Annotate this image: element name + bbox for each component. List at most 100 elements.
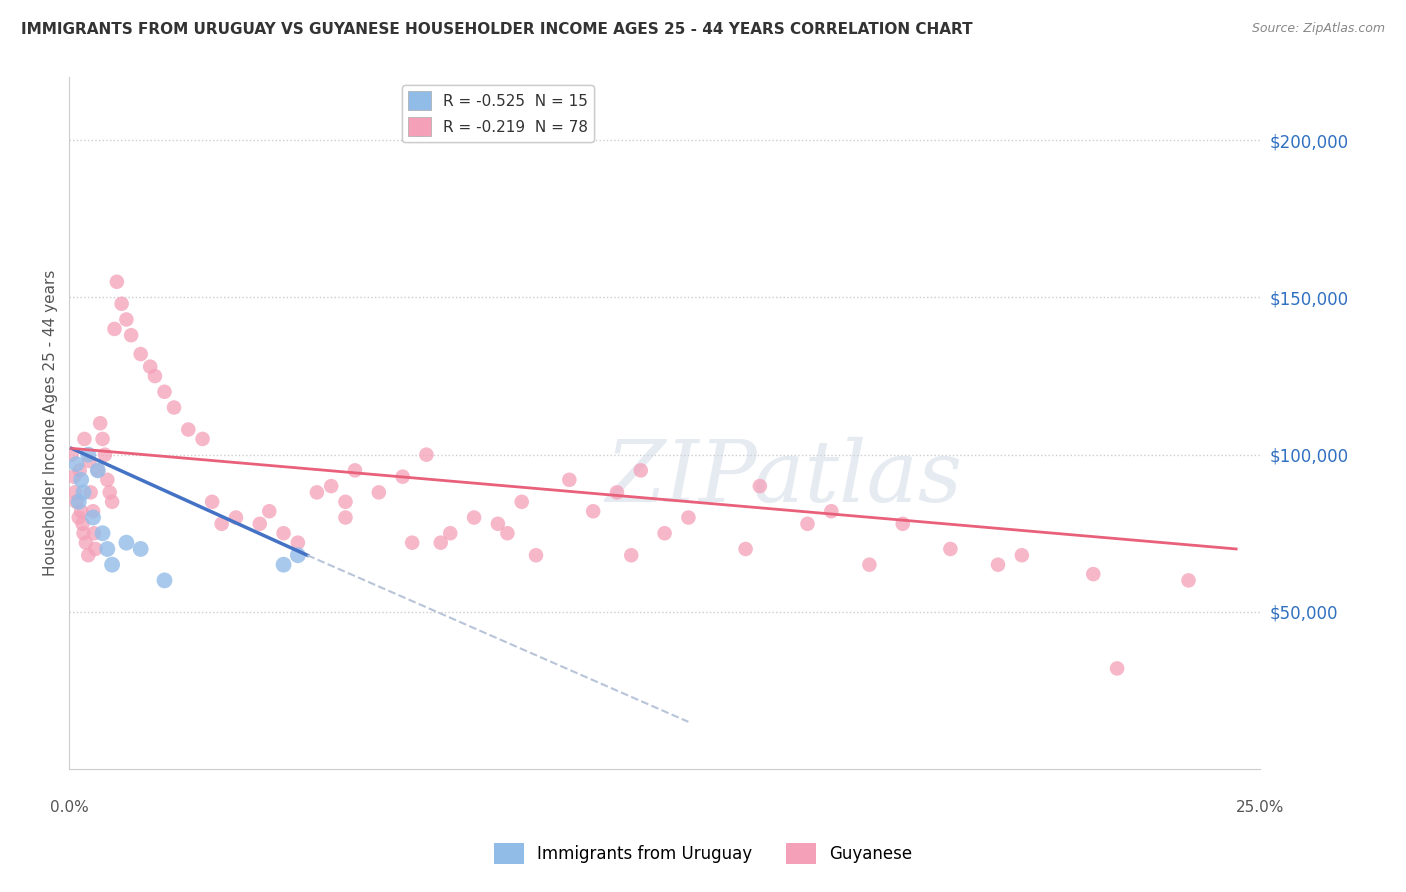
Point <box>115 312 138 326</box>
Point <box>429 535 451 549</box>
Point <box>77 448 100 462</box>
Point <box>321 479 343 493</box>
Point <box>335 495 357 509</box>
Point <box>273 558 295 572</box>
Point <box>558 473 581 487</box>
Point <box>153 384 176 399</box>
Point <box>191 432 214 446</box>
Text: ZIPatlas: ZIPatlas <box>605 437 962 520</box>
Point <box>115 535 138 549</box>
Point <box>83 526 105 541</box>
Point <box>463 510 485 524</box>
Point <box>524 548 547 562</box>
Point <box>87 463 110 477</box>
Point <box>748 479 770 493</box>
Point <box>249 516 271 531</box>
Point <box>101 558 124 572</box>
Point <box>273 526 295 541</box>
Point <box>287 535 309 549</box>
Point <box>620 548 643 562</box>
Text: 25.0%: 25.0% <box>1236 799 1284 814</box>
Point <box>94 448 117 462</box>
Point <box>87 463 110 477</box>
Point <box>91 526 114 541</box>
Point <box>63 485 86 500</box>
Point <box>63 469 86 483</box>
Point <box>367 485 389 500</box>
Point <box>153 574 176 588</box>
Point <box>67 510 90 524</box>
Point <box>79 485 101 500</box>
Point <box>70 473 93 487</box>
Point <box>129 347 152 361</box>
Text: IMMIGRANTS FROM URUGUAY VS GUYANESE HOUSEHOLDER INCOME AGES 25 - 44 YEARS CORREL: IMMIGRANTS FROM URUGUAY VS GUYANESE HOUS… <box>21 22 973 37</box>
Point <box>70 504 93 518</box>
Point <box>510 495 533 509</box>
Point <box>82 510 104 524</box>
Point <box>105 275 128 289</box>
Point <box>939 541 962 556</box>
Point <box>1083 567 1105 582</box>
Point <box>259 504 281 518</box>
Point <box>606 485 628 500</box>
Point <box>734 541 756 556</box>
Point <box>73 432 96 446</box>
Point <box>96 473 118 487</box>
Point <box>163 401 186 415</box>
Point <box>415 448 437 462</box>
Point <box>72 516 94 531</box>
Point <box>82 504 104 518</box>
Point <box>654 526 676 541</box>
Point <box>65 457 87 471</box>
Text: Source: ZipAtlas.com: Source: ZipAtlas.com <box>1251 22 1385 36</box>
Point <box>84 541 107 556</box>
Point <box>496 526 519 541</box>
Point <box>1107 661 1129 675</box>
Point <box>401 535 423 549</box>
Legend: R = -0.525  N = 15, R = -0.219  N = 78: R = -0.525 N = 15, R = -0.219 N = 78 <box>402 85 595 142</box>
Point <box>335 510 357 524</box>
Point <box>820 504 842 518</box>
Point <box>101 495 124 509</box>
Point <box>305 485 328 500</box>
Point <box>287 548 309 562</box>
Point <box>75 535 97 549</box>
Legend: Immigrants from Uruguay, Guyanese: Immigrants from Uruguay, Guyanese <box>488 837 918 871</box>
Point <box>111 297 134 311</box>
Point <box>486 516 509 531</box>
Point <box>211 516 233 531</box>
Point <box>77 454 100 468</box>
Point <box>96 541 118 556</box>
Point <box>343 463 366 477</box>
Point <box>143 369 166 384</box>
Point <box>177 423 200 437</box>
Point <box>65 495 87 509</box>
Point <box>1011 548 1033 562</box>
Point <box>891 516 914 531</box>
Point <box>858 558 880 572</box>
Point <box>89 416 111 430</box>
Point <box>630 463 652 477</box>
Y-axis label: Householder Income Ages 25 - 44 years: Householder Income Ages 25 - 44 years <box>44 270 58 576</box>
Point <box>67 495 90 509</box>
Point <box>69 463 91 477</box>
Point <box>678 510 700 524</box>
Point <box>201 495 224 509</box>
Point <box>77 548 100 562</box>
Point <box>439 526 461 541</box>
Point <box>98 485 121 500</box>
Point <box>987 558 1010 572</box>
Point <box>796 516 818 531</box>
Point <box>1177 574 1199 588</box>
Text: 0.0%: 0.0% <box>49 799 89 814</box>
Point <box>72 526 94 541</box>
Point <box>72 485 94 500</box>
Point <box>129 541 152 556</box>
Point <box>91 432 114 446</box>
Point <box>103 322 125 336</box>
Point <box>60 448 83 462</box>
Point <box>120 328 142 343</box>
Point <box>139 359 162 374</box>
Point <box>391 469 413 483</box>
Point <box>582 504 605 518</box>
